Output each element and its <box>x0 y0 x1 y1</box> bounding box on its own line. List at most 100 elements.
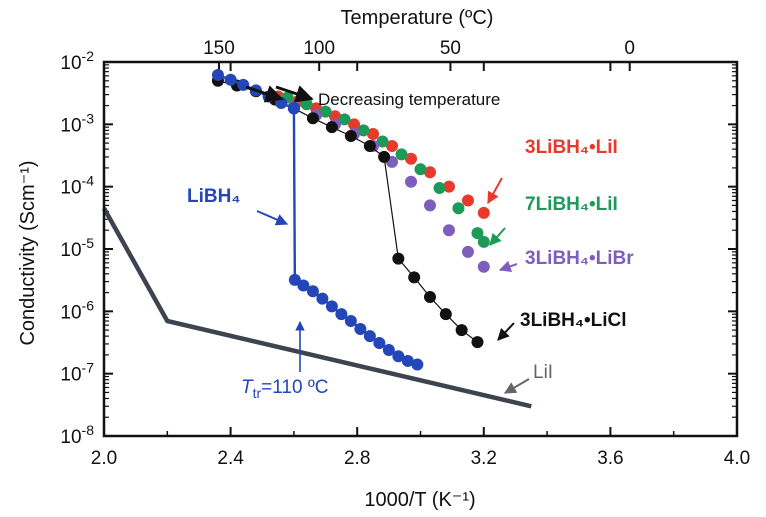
y-tick-base: 10 <box>60 427 81 448</box>
series-1-point <box>357 124 370 137</box>
series-layer <box>102 68 532 409</box>
x-tick-label: 4.0 <box>724 448 750 469</box>
y-tick-label: 10-6 <box>60 297 94 323</box>
series-4-point <box>335 308 348 321</box>
x-tick-label: 2.8 <box>344 448 370 469</box>
series-3-point <box>306 112 319 125</box>
y-tick-base: 10 <box>60 115 81 136</box>
transition-value: =110 ºC <box>261 377 328 398</box>
x-tick-label: 3.2 <box>471 448 497 469</box>
y-tick-label: 10-4 <box>60 173 94 199</box>
series-4-point <box>224 73 237 86</box>
top-tick-label: 100 <box>303 38 335 59</box>
series-0-point <box>461 194 474 207</box>
series-4-point <box>288 273 301 286</box>
label-libh4: LiBH₄ <box>187 186 240 207</box>
x-tick-label: 2.4 <box>217 448 244 469</box>
transition-symbol: T <box>241 377 254 398</box>
series-0-point <box>367 127 380 140</box>
top-tick-label: 0 <box>624 38 635 59</box>
series-4-point <box>373 337 386 350</box>
y-tick-exponent: -2 <box>82 48 95 64</box>
label-3libh4-licl: 3LiBH₄•LiCl <box>520 310 627 331</box>
series-0-point <box>348 118 361 131</box>
series-2-point <box>442 224 455 237</box>
series-4-point <box>316 292 329 305</box>
label-3libh4-libr: 3LiBH₄•LiBr <box>525 248 634 269</box>
series-2-point <box>405 175 418 188</box>
series-2-point <box>423 199 436 212</box>
y-tick-label: 10-3 <box>60 110 94 136</box>
plot-frame <box>102 60 739 438</box>
pointer-arrow-3libh4-libr <box>498 260 518 273</box>
series-4-point <box>325 300 338 313</box>
series-1-point <box>477 235 490 248</box>
series-3-point <box>408 271 421 284</box>
pointer-arrow-libh4 <box>256 210 289 226</box>
label-lii: LiI <box>533 362 553 383</box>
y-axis-title: Conductivity (Scm⁻¹) <box>17 160 39 345</box>
series-4-point <box>344 314 357 327</box>
series-0-point <box>405 152 418 165</box>
series-1-point <box>452 202 465 215</box>
series-0-point <box>477 206 490 219</box>
series-3-point <box>423 290 436 303</box>
series-1-point <box>433 182 446 195</box>
series-0-point <box>442 180 455 193</box>
series-5-line <box>102 207 532 409</box>
y-tick-base: 10 <box>60 178 81 199</box>
y-tick-exponent: -6 <box>82 297 95 313</box>
series-4-point <box>287 102 300 115</box>
y-tick-exponent: -8 <box>82 422 95 438</box>
decreasing-arrow-1 <box>245 85 284 103</box>
top-tick-label: 150 <box>203 38 235 59</box>
series-3-point <box>325 121 338 134</box>
series-4-point <box>382 343 395 356</box>
series-3-point <box>439 308 452 321</box>
series-0-point <box>423 166 436 179</box>
series-4-point <box>392 350 405 363</box>
x-axis-title: 1000/T (K⁻¹) <box>364 489 475 511</box>
y-tick-label: 10-5 <box>60 235 94 261</box>
series-4-point <box>306 285 319 298</box>
series-3-point <box>344 129 357 142</box>
series-1-point <box>395 148 408 161</box>
series-3-point <box>392 252 405 265</box>
y-tick-label: 10-2 <box>60 48 94 74</box>
series-3-point <box>363 139 376 152</box>
series-2-point <box>461 245 474 258</box>
transition-subscript: tr <box>253 385 262 401</box>
y-tick-label: 10-8 <box>60 422 94 448</box>
y-tick-base: 10 <box>60 240 81 261</box>
series-4-point <box>363 330 376 343</box>
series-4-point <box>401 354 414 367</box>
pointer-arrow-7libh4-lii <box>489 227 506 246</box>
y-tick-exponent: -3 <box>82 110 95 126</box>
pointer-arrow-3libh4-lii <box>487 177 503 205</box>
series-4-point <box>411 358 424 371</box>
series-1-point <box>338 113 351 126</box>
y-tick-exponent: -7 <box>82 360 95 376</box>
series-0-point <box>386 139 399 152</box>
series-3-point <box>378 150 391 163</box>
series-3-point <box>455 324 468 337</box>
pointer-arrow-3libh4-licl <box>497 322 515 341</box>
y-tick-base: 10 <box>60 365 81 386</box>
y-tick-base: 10 <box>60 53 81 74</box>
label-3libh4-lii: 3LiBH₄•LiI <box>525 137 618 158</box>
series-1-point <box>471 227 484 240</box>
y-tick-label: 10-7 <box>60 360 94 386</box>
top-tick-label: 50 <box>440 38 461 59</box>
series-2-point <box>477 260 490 273</box>
y-tick-exponent: -5 <box>82 235 95 251</box>
series-1-point <box>376 135 389 148</box>
series-4-point <box>211 68 224 81</box>
x-tick-label: 2.0 <box>91 448 117 469</box>
transition-label: Ttr=110 ºC <box>241 377 329 401</box>
series-4-point <box>297 279 310 292</box>
series-3-point <box>471 336 484 349</box>
x-tick-label: 3.6 <box>597 448 623 469</box>
series-4-point <box>354 323 367 336</box>
